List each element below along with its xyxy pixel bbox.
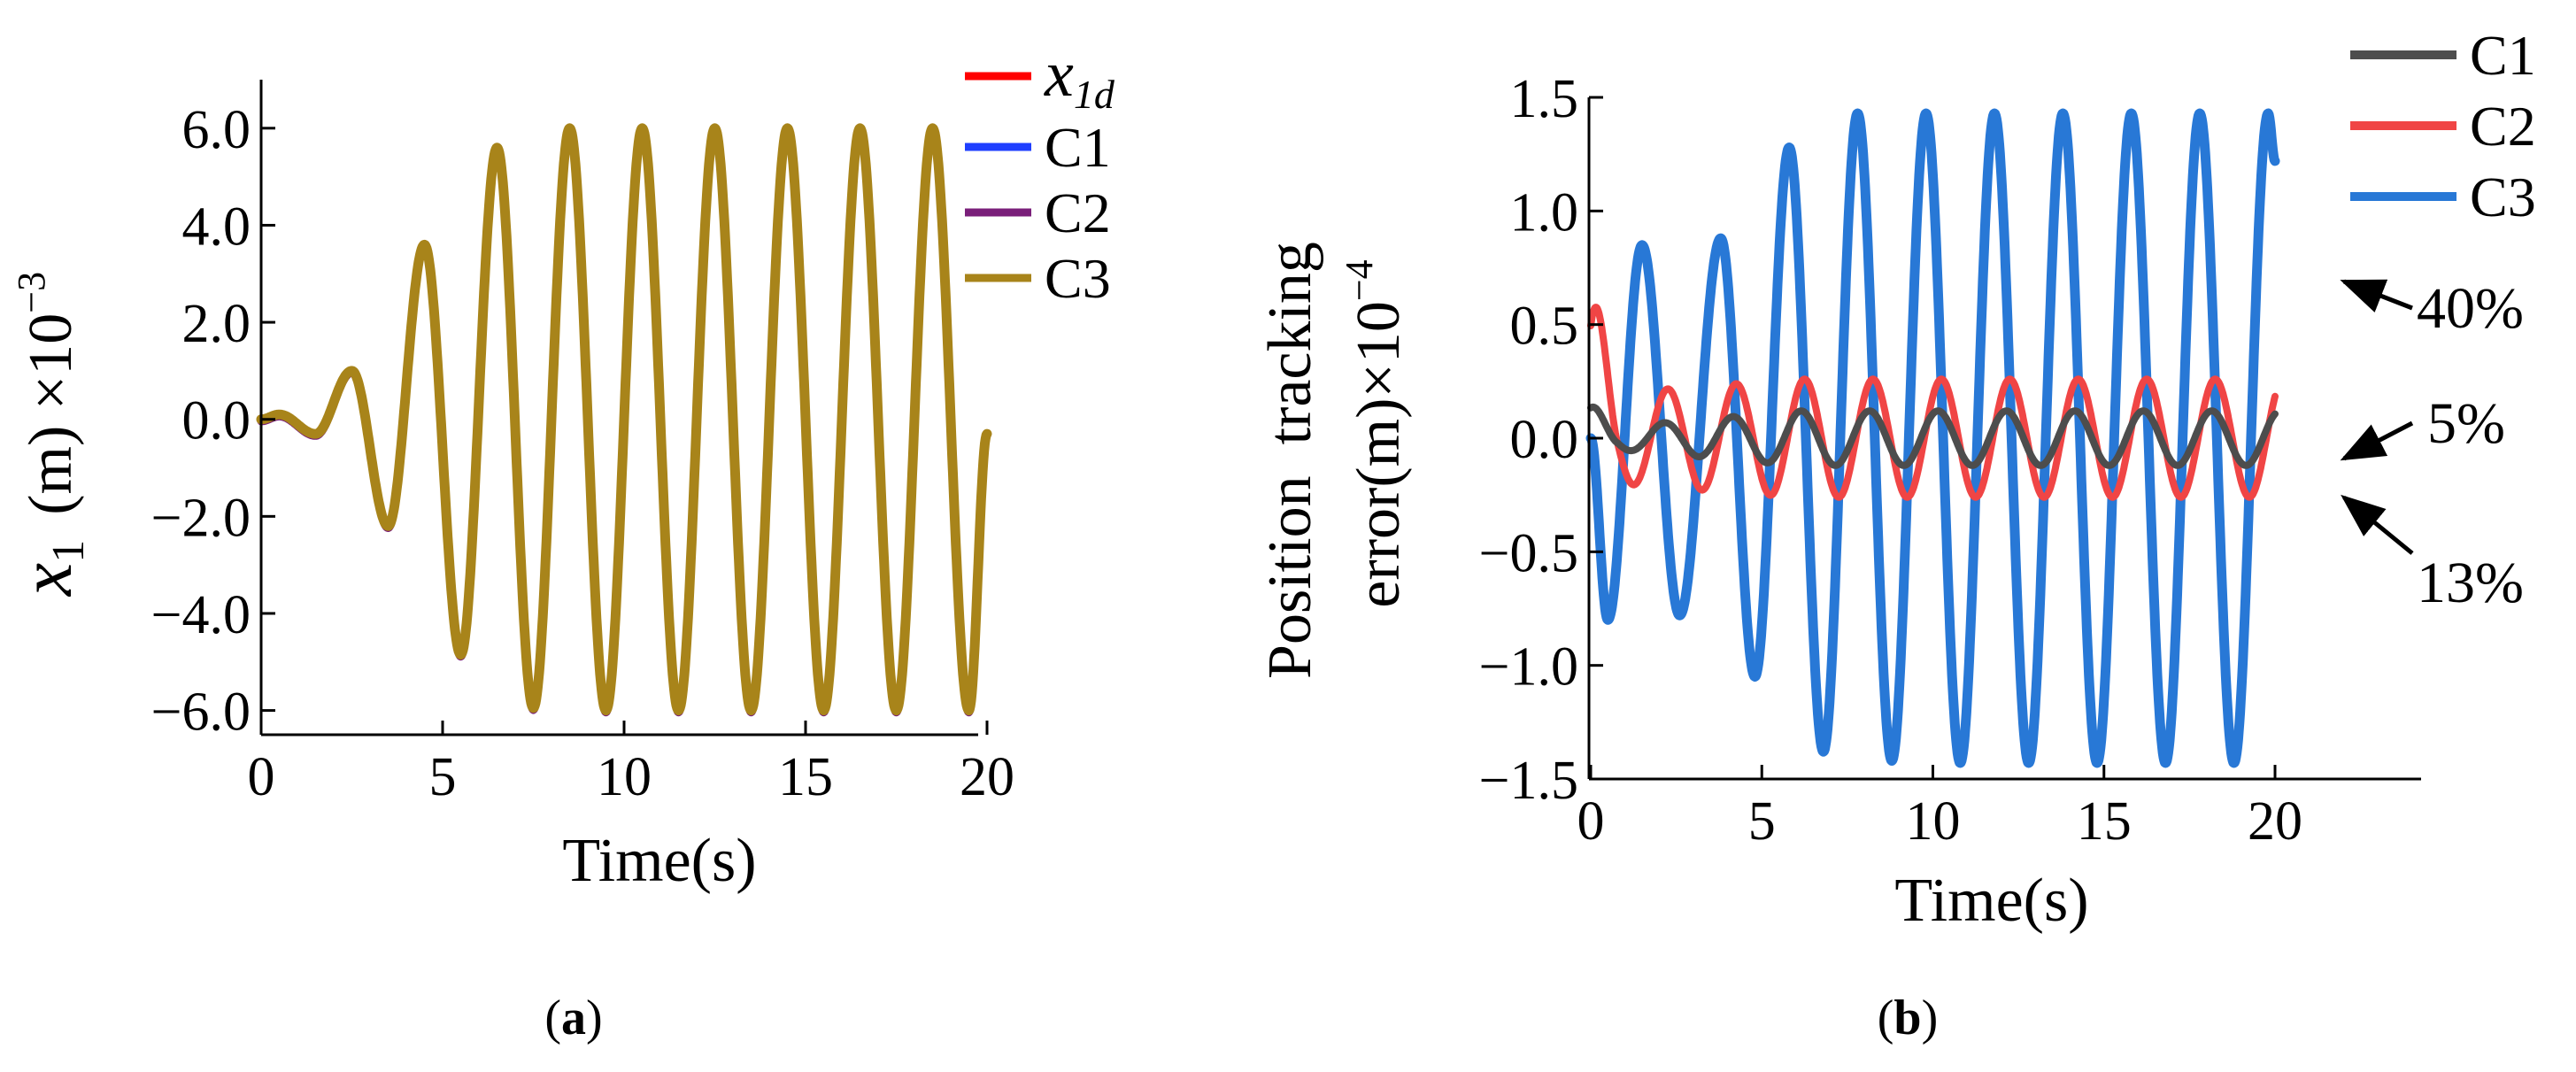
annotation-40-arrow [2340, 279, 2413, 312]
y-tick-label: 0.0 [1510, 410, 1579, 470]
caption-b: (b) [1878, 991, 1938, 1045]
x-tick-label: 5 [1748, 791, 1776, 852]
chart-a-axes [259, 80, 978, 737]
chart-a-ylabel-sub: 1 [43, 540, 94, 563]
y-tick-label: 1.0 [1510, 182, 1579, 243]
chart-b-ylabel-line2-text: error(m)×10 [1345, 301, 1413, 608]
chart-a-ylabel-unit: (m) ×10 [17, 313, 85, 515]
y-tick-label: −2.0 [151, 488, 251, 548]
chart-b-xlabel: Time(s) [1894, 867, 2088, 935]
x-tick-label: 10 [597, 747, 652, 807]
x-tick-label: 20 [2248, 791, 2302, 852]
caption-a-label: a [561, 991, 586, 1045]
chart-a: 0 5 10 15 206.04.02.00.0−2.0−4.0−6.0 x1(m) ×… [5, 38, 1115, 1045]
chart-a-ylabel-exp: −3 [10, 272, 53, 313]
chart-a-xlabel: Time(s) [562, 827, 756, 895]
chart-b-ticks: 0 5 10 15 20 1.5 1.0 0.5 0.0 −0.5 −1.0 −1.5 [1479, 69, 2302, 852]
legend-b-label-c3: C3 [2470, 166, 2536, 228]
legend-a-label-x1d-sub: 1d [1074, 72, 1115, 117]
x-tick-label: 15 [778, 747, 833, 807]
chart-a-ticks: 0 5 10 15 20 6.0 4.0 2.0 0.0 −2.0 −4.0 −6.0 [151, 100, 1014, 807]
y-tick-label: −1.0 [1479, 637, 1578, 698]
annotation-40-label: 40% [2417, 276, 2524, 341]
y-tick-label: 2.0 [182, 294, 251, 354]
y-tick-label: −1.5 [1479, 751, 1578, 811]
y-tick-label: 4.0 [182, 197, 251, 257]
legend-a-label-c1: C1 [1045, 116, 1111, 179]
x-tick-label: 0 [1577, 791, 1605, 852]
legend-a-label-x1d: x1d [1044, 38, 1115, 117]
caption-b-open: ( [1878, 991, 1894, 1045]
chart-b-ylabel-exp: −4 [1338, 259, 1381, 301]
x-tick-label: 5 [429, 747, 457, 807]
chart-b-annotations: 40% 5% 13% [2340, 276, 2524, 615]
chart-a-series [256, 123, 992, 717]
caption-b-label: b [1893, 991, 1921, 1045]
y-tick-label: −6.0 [151, 683, 251, 743]
x-tick-label: 0 [248, 747, 275, 807]
series-a-c3-line [256, 123, 992, 716]
chart-b-legend: C1 C2 C3 [2350, 24, 2536, 228]
y-tick-label: 6.0 [182, 100, 251, 160]
chart-a-ylabel-var: x [5, 563, 88, 598]
y-tick-label: −4.0 [151, 585, 251, 645]
chart-b-ylabel-line2: error(m)×10−4 [1338, 259, 1413, 607]
annotation-5-label: 5% [2427, 391, 2505, 456]
caption-a-open: ( [544, 991, 561, 1045]
chart-b: 0 5 10 15 20 1.5 1.0 0.5 0.0 −0.5 −1.0 −1.5 Positio… [1256, 24, 2536, 1045]
annotation-5-arrow [2340, 420, 2414, 461]
chart-a-ylabel: x1 (m) ×10−3 [5, 272, 94, 598]
x-tick-label: 10 [1906, 791, 1961, 852]
legend-b-label-c1: C1 [2470, 24, 2536, 87]
caption-b-close: ) [1922, 991, 1939, 1045]
chart-b-ylabel-line1: Position tracking [1256, 242, 1324, 679]
annotation-13-arrow [2341, 494, 2414, 555]
series-b-c1-line [1587, 403, 2279, 469]
y-tick-label: 0.5 [1510, 297, 1579, 357]
legend-b-label-c2: C2 [2470, 95, 2536, 158]
x-tick-label: 20 [960, 747, 1014, 807]
legend-a-label-c3: C3 [1045, 247, 1111, 310]
chart-b-series [1585, 108, 2280, 768]
y-tick-label: 1.5 [1510, 69, 1579, 129]
y-tick-label: −0.5 [1479, 523, 1578, 583]
legend-a-label-x1d-var: x [1044, 38, 1074, 111]
caption-a: (a) [544, 991, 602, 1045]
legend-a-label-c2: C2 [1045, 181, 1111, 244]
y-tick-label: 0.0 [182, 391, 251, 451]
chart-a-legend: x1d C1 C2 C3 [965, 38, 1115, 310]
annotation-13-label: 13% [2417, 551, 2524, 615]
caption-a-close: ) [586, 991, 603, 1045]
x-tick-label: 15 [2077, 791, 2132, 852]
series-b-c2-line [1587, 304, 2279, 501]
series-b-c3-line [1585, 108, 2280, 768]
